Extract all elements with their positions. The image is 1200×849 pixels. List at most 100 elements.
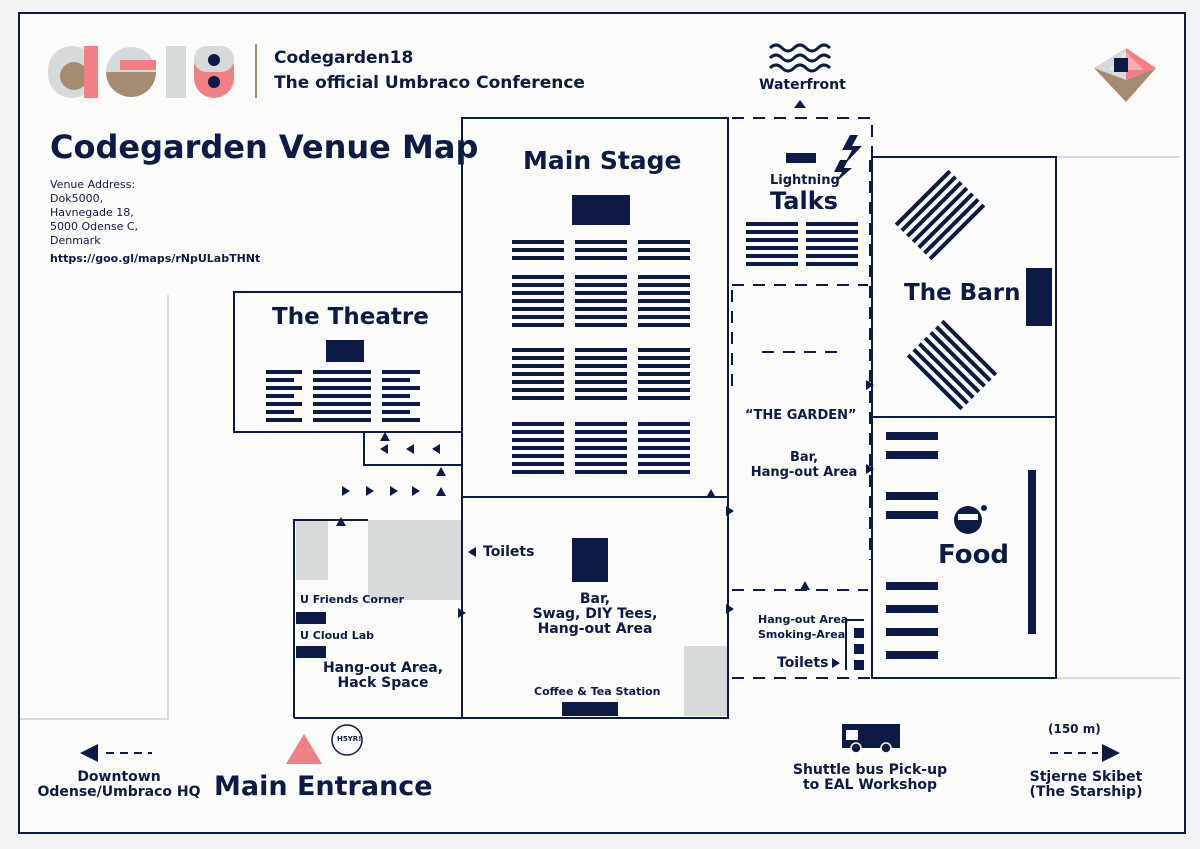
seat-row [638, 422, 690, 426]
theatre-label: The Theatre [272, 304, 429, 330]
cloud-lab-label: U Cloud Lab [300, 629, 375, 642]
seat-row [575, 372, 627, 376]
seat-row [638, 438, 690, 442]
seat-row [575, 348, 627, 352]
seat-row [929, 331, 986, 388]
seat-row [906, 353, 964, 411]
event-tagline: The official Umbraco Conference [274, 73, 585, 93]
seat-row [575, 299, 627, 303]
building-outlines [233, 117, 1057, 719]
waterfront-label: Waterfront [759, 77, 846, 93]
seat-row [512, 323, 564, 327]
map-link[interactable]: https://goo.gl/maps/rNpULabTHNt [50, 252, 261, 265]
food-tables [886, 432, 1036, 659]
seat-row [512, 275, 564, 279]
seat-row [575, 256, 627, 260]
seat-row [911, 186, 969, 244]
direction-arrows [336, 380, 874, 668]
seat-row [923, 336, 981, 394]
seat-row [512, 315, 564, 319]
seat-row [382, 386, 420, 390]
seat-row [313, 386, 371, 390]
seat-row [638, 462, 690, 466]
food-icon [954, 505, 987, 534]
seat-row [575, 275, 627, 279]
lightning-label: Lightning [770, 173, 840, 188]
theatre-seats [326, 340, 364, 362]
page-title: Codegarden Venue Map [50, 128, 479, 166]
downtown-label: Downtown Odense/Umbraco HQ [37, 769, 201, 800]
hack-space-label: Hang-out Area, Hack Space [322, 660, 444, 691]
seat-row [746, 262, 798, 266]
seat-row [917, 192, 974, 249]
seat-row [575, 438, 627, 442]
talks-label: Talks [770, 187, 838, 215]
seat-row [512, 454, 564, 458]
seat-row [512, 307, 564, 311]
seat-row [313, 410, 371, 414]
seat-row [575, 307, 627, 311]
seat-row [313, 394, 371, 398]
seat-row [638, 256, 690, 260]
seat-row [912, 348, 969, 405]
seat-row [575, 462, 627, 466]
seat-row [512, 438, 564, 442]
seat-row [638, 315, 690, 319]
entrance-triangle [286, 734, 322, 764]
seat-row [575, 446, 627, 450]
seat-row [746, 230, 798, 234]
seat-row [638, 248, 690, 252]
seat-row [746, 238, 798, 242]
seat-row [746, 254, 798, 258]
seat-row [638, 364, 690, 368]
coffee-label: Coffee & Tea Station [534, 685, 661, 698]
seat-row [512, 248, 564, 252]
seat-row [512, 299, 564, 303]
friends-corner-label: U Friends Corner [300, 593, 405, 606]
seat-row [512, 462, 564, 466]
seat-row [806, 238, 858, 242]
seat-row [575, 388, 627, 392]
seat-row [923, 198, 980, 255]
seat-row [266, 410, 294, 414]
seat-row [894, 169, 952, 227]
central-bar-label: Bar, Swag, DIY Tees, Hang-out Area [532, 591, 658, 637]
seat-row [638, 307, 690, 311]
grey-areas [296, 520, 728, 716]
seat-row [512, 283, 564, 287]
seat-row [638, 380, 690, 384]
seat-row [266, 386, 302, 390]
seat-row [512, 348, 564, 352]
seat-row [575, 291, 627, 295]
seat-row [638, 356, 690, 360]
toilets-left-label: Toilets [483, 544, 535, 560]
seat-row [638, 275, 690, 279]
seat-row [512, 396, 564, 400]
seat-row [935, 325, 992, 382]
seat-row [512, 372, 564, 376]
garden-label: “THE GARDEN” [745, 408, 857, 423]
seat-row [575, 380, 627, 384]
garden-bar-label: Bar, Hang-out Area [750, 450, 858, 480]
seat-row [512, 446, 564, 450]
seat-row [382, 418, 420, 422]
seat-row [575, 240, 627, 244]
smoking-label: Hang-out Area Smoking-Area [758, 613, 849, 641]
seat-row [575, 323, 627, 327]
seat-row [900, 175, 957, 232]
seat-row [638, 372, 690, 376]
seat-row [928, 203, 986, 261]
outer-guides [20, 156, 1180, 720]
seat-row [382, 410, 410, 414]
seat-row [638, 348, 690, 352]
central-bar-fixtures [296, 538, 864, 716]
seat-row [266, 418, 302, 422]
waves-icon [768, 43, 832, 73]
seat-row [575, 248, 627, 252]
seat-row [512, 380, 564, 384]
seat-row [906, 181, 963, 238]
seat-row [575, 470, 627, 474]
seat-row [575, 283, 627, 287]
seat-row [512, 422, 564, 426]
